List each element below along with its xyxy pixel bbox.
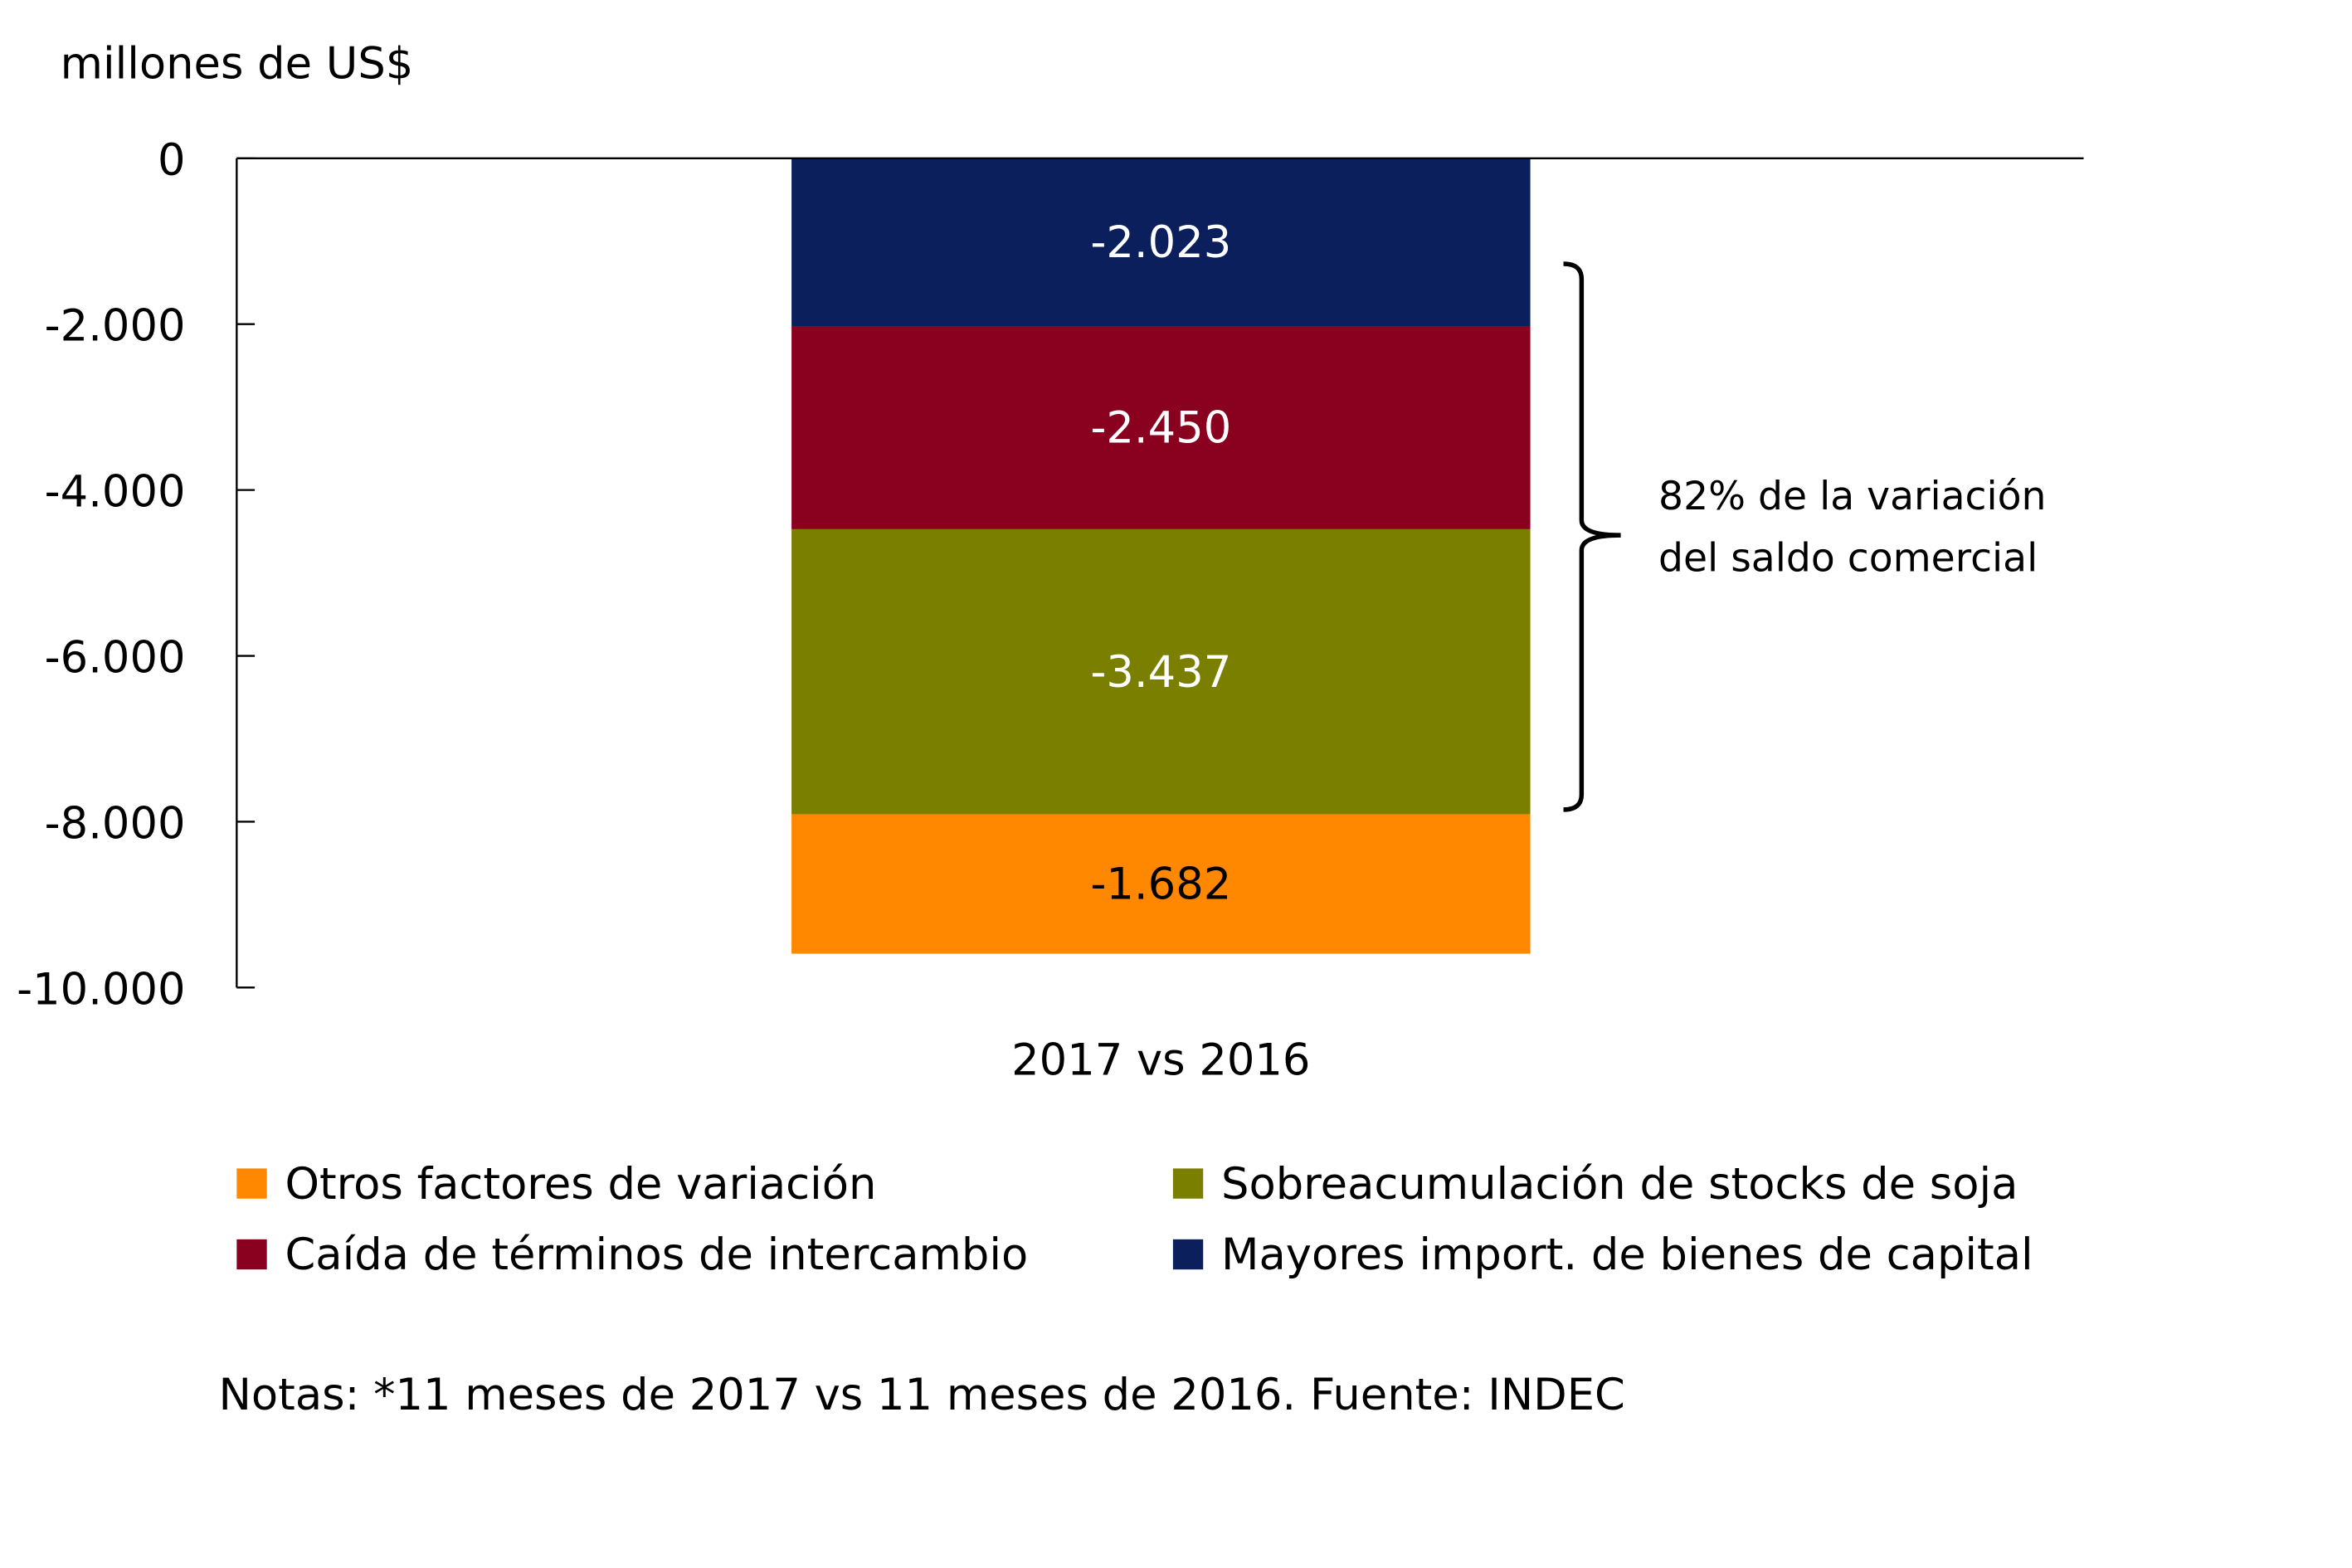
- y-tick-label-5: -10.000: [17, 964, 185, 1015]
- legend-swatch: [236, 1168, 267, 1199]
- legend-label: Mayores import. de bienes de capital: [1221, 1229, 2033, 1280]
- bracket: [1563, 261, 1621, 812]
- y-tick-label-4: -8.000: [45, 798, 186, 849]
- source-note: Notas: *11 meses de 2017 vs 11 meses de …: [218, 1369, 1625, 1420]
- legend-label: Otros factores de variación: [285, 1157, 877, 1210]
- bar-segment-0: [791, 158, 1531, 327]
- bar-segment-1: [791, 326, 1531, 529]
- y-tick-label-1: -2.000: [45, 301, 186, 352]
- y-tick-label-0: 0: [158, 135, 186, 186]
- legend-swatch: [1172, 1168, 1204, 1199]
- bar-segment-3: [791, 814, 1531, 954]
- legend-item: Otros factores de variación: [236, 1157, 877, 1210]
- data-label-1: -2.450: [1090, 403, 1231, 454]
- legend-item: Caída de términos de intercambio: [236, 1229, 1028, 1280]
- y-tick-label-2: -4.000: [45, 467, 186, 518]
- legend-label: Sobreacumulación de stocks de soja: [1221, 1157, 2018, 1210]
- data-label-2: -3.437: [1090, 647, 1231, 698]
- stacked-bar-chart: millones de US$ -2.023 -2.450 -3.437 -1.682 0…: [17, 38, 2084, 1086]
- annotation-line-2: del saldo comercial: [1658, 536, 2038, 582]
- x-tick-label-0: 2017 vs 2016: [1011, 1035, 1310, 1086]
- legend-swatch: [1172, 1239, 1204, 1270]
- legend-label: Caída de términos de intercambio: [285, 1229, 1029, 1280]
- legend-item: Sobreacumulación de stocks de soja: [1172, 1157, 2018, 1210]
- y-tick-label-3: -6.000: [45, 633, 186, 684]
- legend-swatch: [236, 1239, 267, 1270]
- bar-segment-2: [791, 528, 1531, 815]
- annotation-line-1: 82% de la variación: [1658, 474, 2046, 519]
- legend-item: Mayores import. de bienes de capital: [1172, 1229, 2033, 1280]
- data-label-3: -1.682: [1090, 859, 1231, 910]
- y-axis-label: millones de US$: [61, 38, 414, 89]
- data-label-0: -2.023: [1090, 217, 1231, 268]
